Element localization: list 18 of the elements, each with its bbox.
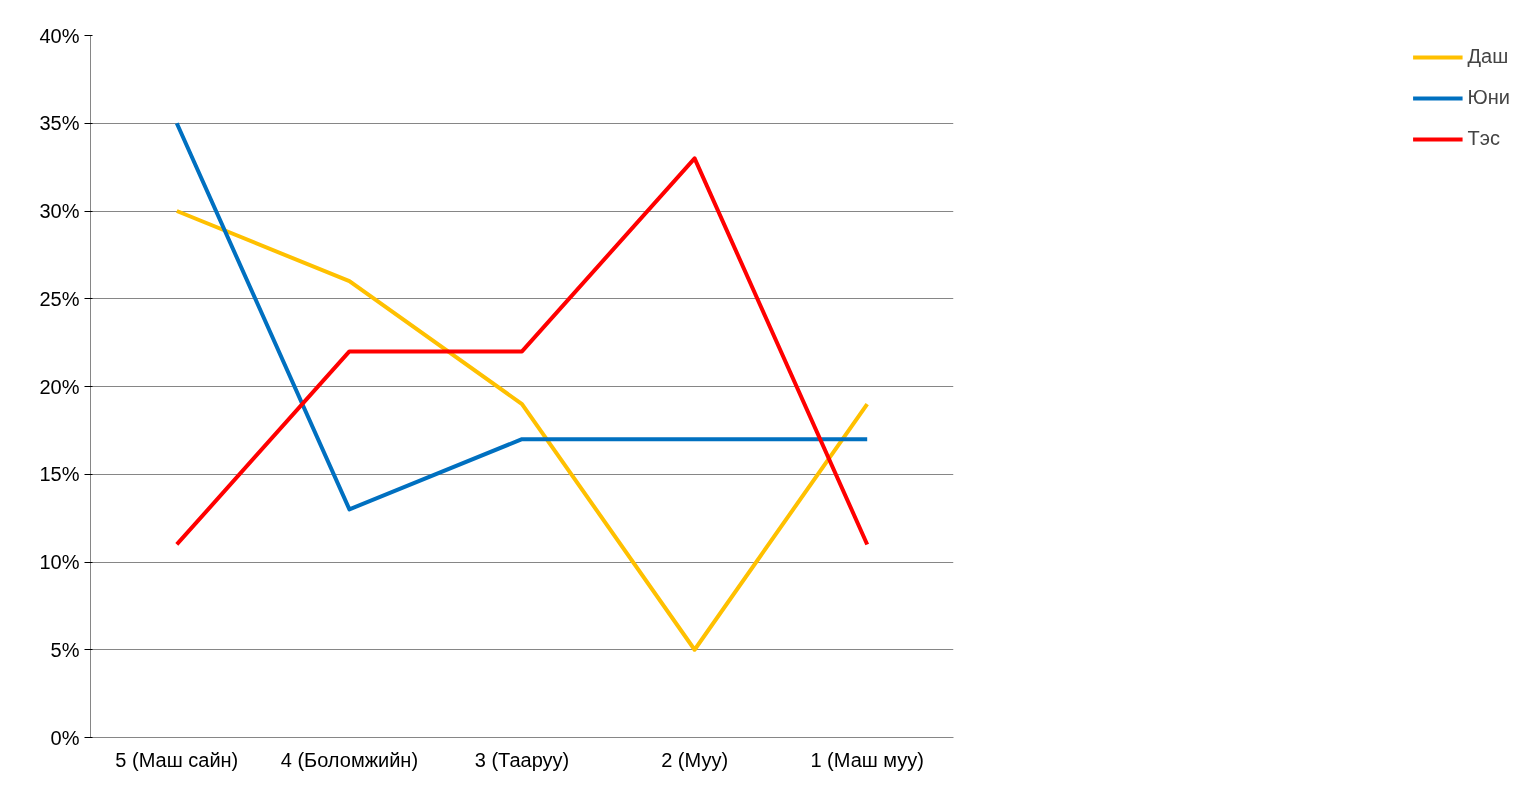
y-tick-label: 40% bbox=[39, 24, 80, 47]
y-tick-label: 10% bbox=[39, 551, 80, 573]
y-tick-label: 5% bbox=[50, 638, 80, 661]
x-tick-label: 5 (Маш сайн) bbox=[115, 748, 239, 771]
y-tick-label: 30% bbox=[39, 200, 80, 222]
line-series bbox=[174, 209, 870, 652]
x-tick-label: 1 (Маш муу) bbox=[810, 748, 924, 771]
legend-label: Юни bbox=[1467, 86, 1510, 109]
y-tick-label: 35% bbox=[39, 112, 80, 135]
x-tick-label: 2 (Муу) bbox=[661, 748, 729, 771]
legend-label: Даш bbox=[1467, 45, 1509, 68]
y-tick-label: 0% bbox=[50, 726, 80, 749]
y-tick-label: 25% bbox=[39, 287, 80, 310]
y-tick-label: 20% bbox=[39, 375, 80, 398]
y-tick-label: 15% bbox=[39, 463, 80, 486]
x-tick-label: 3 (Тааруу) bbox=[474, 748, 570, 771]
legend-label: Тэс bbox=[1467, 127, 1500, 150]
x-tick-label: 4 (Боломжийн) bbox=[280, 748, 419, 771]
